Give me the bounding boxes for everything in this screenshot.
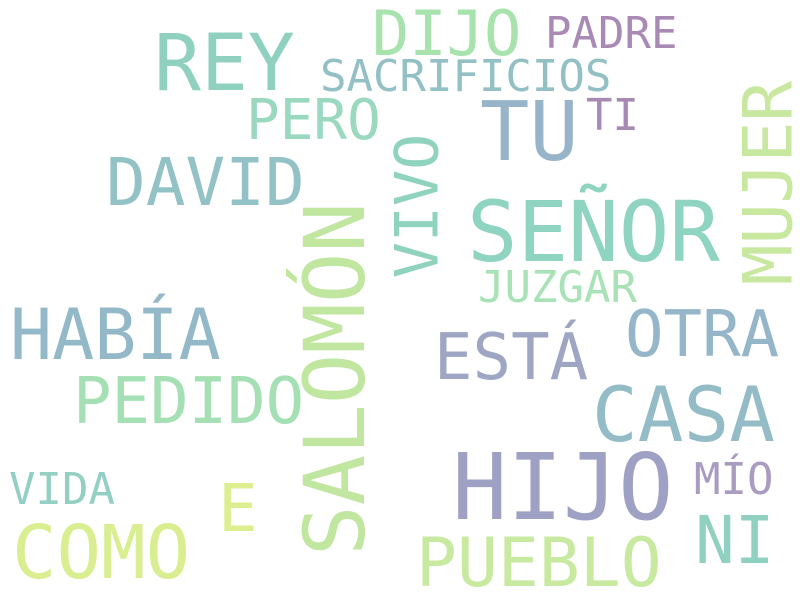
word-como: COMO	[12, 510, 191, 596]
word-dijo: DIJO	[372, 0, 522, 70]
word-david: DAVID	[106, 144, 305, 221]
word-casa: CASA	[592, 370, 776, 459]
word-e: E	[218, 470, 258, 547]
word-senor: SEÑOR	[467, 183, 720, 281]
word-esta: ESTÁ	[434, 321, 589, 395]
word-vida: VIDA	[9, 464, 115, 515]
word-padre: PADRE	[545, 8, 678, 59]
word-pueblo: PUEBLO	[416, 524, 662, 600]
word-sacrificios: SACRIFICIOS	[320, 51, 612, 102]
word-rey: REY	[154, 19, 295, 109]
word-vivo: VIVO	[382, 133, 453, 279]
word-juzgar: JUZGAR	[478, 262, 637, 313]
word-hijo: HIJO	[452, 434, 674, 541]
word-tu: TU	[480, 85, 579, 180]
word-mujer: MUJER	[729, 80, 800, 286]
word-pero: PERO	[246, 88, 381, 153]
word-otra: OTRA	[625, 298, 780, 372]
word-ti: TI	[586, 90, 639, 141]
word-ni: NI	[695, 502, 775, 579]
word-pedido: PEDIDO	[73, 365, 305, 439]
word-salomon: SALOMÓN	[286, 201, 385, 557]
word-mio: MÍO	[694, 454, 774, 505]
word-habia: HABÍA	[10, 294, 221, 376]
